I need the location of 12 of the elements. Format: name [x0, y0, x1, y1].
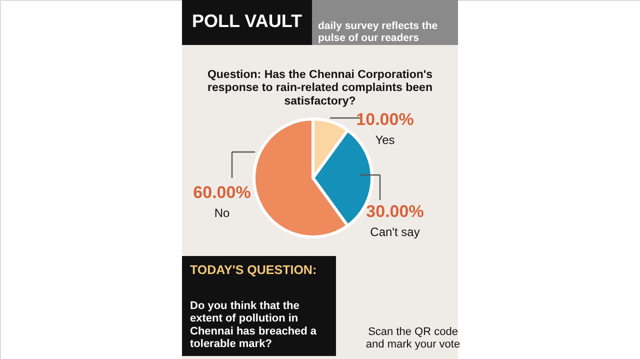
- data-label: 60.00%: [193, 183, 251, 202]
- data-label: 10.00%: [356, 110, 414, 129]
- slice-label: No: [214, 206, 230, 220]
- text: Scan the QR code and mark your vote: [366, 326, 460, 351]
- data-label: 30.00%: [366, 202, 424, 221]
- slice-label: Can't say: [370, 225, 420, 239]
- chart-subtitle: daily survey reflects the pulse of our readers: [318, 20, 438, 44]
- text: TODAY'S QUESTION:: [190, 263, 317, 277]
- text: Do you think that the extent of pollution in Chennai has breached a tolerable mark?: [190, 300, 318, 350]
- chart-title: POLL VAULT: [192, 11, 302, 31]
- slice-label: Yes: [375, 133, 395, 147]
- text: Question: Has the Chennai Corporation's response to rain-related complaints been satisfactory?: [207, 69, 433, 108]
